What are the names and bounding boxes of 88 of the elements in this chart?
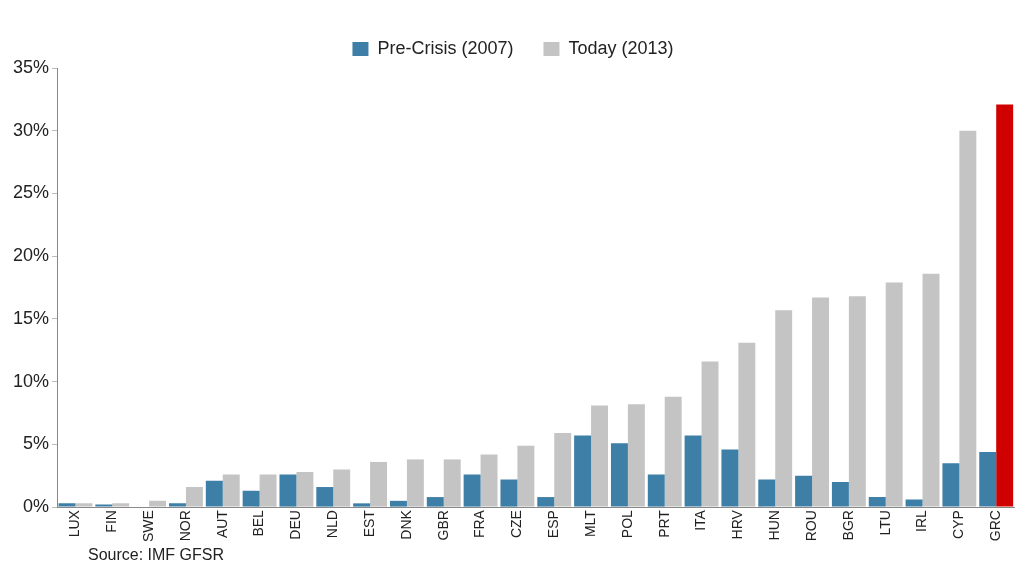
x-tick-label: POL [618, 509, 635, 539]
bar [185, 487, 203, 507]
bar [370, 461, 388, 507]
x-tick-label: EST [360, 509, 377, 538]
x-tick-label: LTU [876, 510, 893, 536]
bar [333, 469, 351, 507]
x-tick-label: LUX [66, 509, 83, 538]
bar [149, 500, 167, 507]
x-tick-label: ESP [545, 510, 562, 539]
bar [517, 445, 535, 507]
bar [168, 503, 186, 507]
bar [812, 297, 829, 507]
x-tick-label: ROU [802, 510, 819, 542]
bar [959, 130, 977, 507]
bar [868, 497, 886, 507]
x-tick-label: MLT [581, 509, 598, 538]
y-tick-label: 10% [13, 370, 50, 391]
bar [647, 474, 665, 507]
bar [242, 490, 260, 507]
bar [463, 474, 481, 507]
bar [389, 500, 407, 507]
bar [279, 474, 297, 507]
source-note: Source: IMF GFSR [88, 546, 225, 564]
bar [922, 273, 940, 507]
bar [942, 463, 960, 507]
x-tick-label: SWE [139, 510, 156, 542]
bar [443, 459, 461, 507]
bar [500, 479, 518, 507]
bar [353, 503, 371, 507]
bar [721, 449, 739, 507]
x-tick-label: NLD [324, 510, 341, 539]
bar [996, 104, 1014, 507]
bar [316, 487, 334, 507]
bar [664, 396, 682, 507]
x-tick-label: FRA [471, 509, 488, 539]
x-tick-label: FIN [103, 510, 120, 533]
x-tick-label: HUN [766, 510, 783, 541]
bar [296, 471, 314, 507]
y-tick-label: 20% [13, 245, 50, 266]
x-tick-label: ITA [692, 509, 709, 531]
x-tick-label: GRC [987, 510, 1004, 542]
bar [426, 497, 444, 507]
bar [848, 296, 866, 507]
bar [75, 503, 93, 507]
x-tick-label: AUT [213, 509, 230, 539]
bar [58, 503, 76, 507]
x-tick-label: DNK [397, 509, 414, 540]
bar [831, 482, 849, 507]
y-tick-label: 15% [13, 307, 50, 328]
y-tick-label: 0% [23, 496, 50, 517]
legend-label: Today (2013) [568, 37, 674, 58]
y-tick-label: 25% [13, 182, 50, 203]
y-tick-label: 30% [13, 119, 50, 140]
bar [885, 282, 903, 507]
bar [95, 504, 113, 507]
bar [905, 499, 923, 507]
y-tick-label: 35% [13, 56, 50, 77]
y-tick-label: 5% [23, 433, 50, 454]
bar [701, 361, 719, 507]
x-tick-label: CZE [508, 510, 525, 539]
x-tick-label: GBR [434, 510, 451, 541]
bar [684, 435, 702, 507]
legend-label: Pre-Crisis (2007) [377, 37, 514, 58]
bar [222, 474, 240, 507]
x-tick-label: CYP [950, 510, 967, 539]
x-tick-label: PRT [655, 509, 672, 538]
bar [480, 454, 498, 507]
x-tick-label: NOR [176, 510, 193, 542]
bar [259, 474, 277, 507]
bar [406, 459, 424, 507]
x-tick-label: HRV [729, 509, 746, 540]
bar [205, 480, 223, 507]
bar [979, 451, 997, 507]
bar [591, 405, 609, 507]
x-tick-label: BEL [250, 509, 267, 537]
bar [775, 310, 793, 507]
bar [554, 433, 572, 507]
bar [795, 475, 813, 507]
bar [610, 443, 628, 507]
x-tick-label: DEU [287, 510, 304, 540]
bar [537, 497, 555, 507]
bar [574, 435, 592, 507]
bar [758, 479, 776, 507]
x-tick-label: BGR [839, 510, 856, 541]
bar [738, 342, 756, 507]
x-tick-label: IRL [913, 509, 930, 532]
bar [112, 503, 130, 507]
bar [627, 404, 645, 507]
